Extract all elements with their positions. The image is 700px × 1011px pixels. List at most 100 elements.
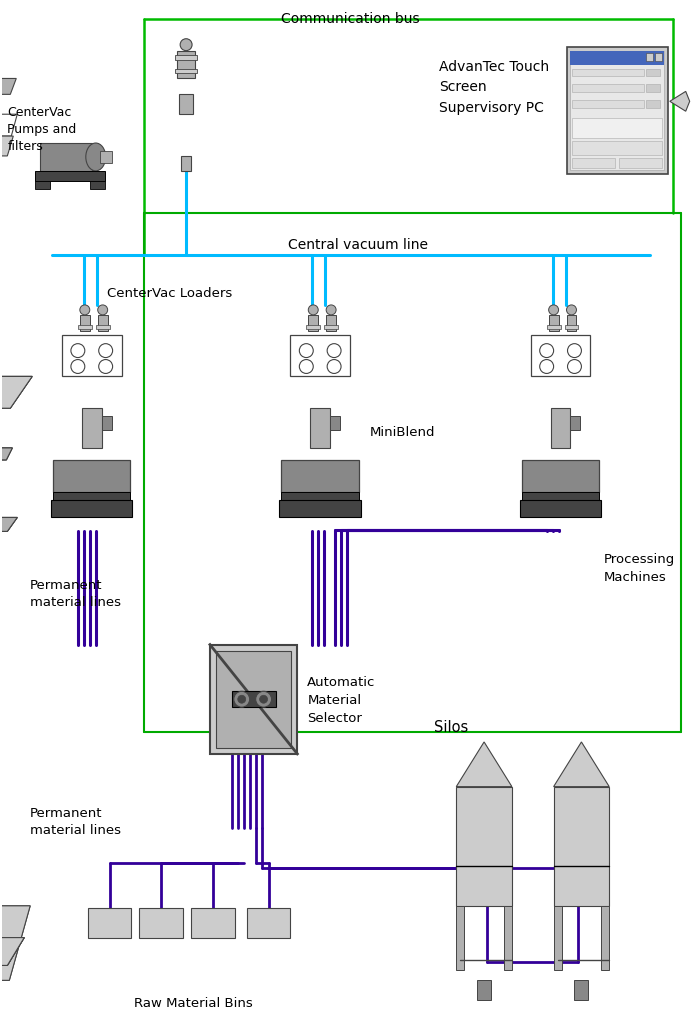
Bar	[522, 492, 599, 500]
Bar	[547, 326, 561, 330]
Bar	[80, 315, 90, 332]
Polygon shape	[0, 377, 32, 408]
Bar	[139, 908, 183, 937]
Polygon shape	[0, 937, 25, 966]
Bar	[281, 492, 359, 500]
Bar	[549, 315, 559, 332]
Bar	[35, 182, 50, 189]
Circle shape	[180, 39, 192, 52]
Bar	[281, 460, 359, 492]
Circle shape	[566, 305, 577, 315]
Text: Central vacuum line: Central vacuum line	[288, 239, 428, 252]
Bar	[531, 336, 590, 377]
Bar	[53, 492, 130, 500]
Bar	[99, 152, 111, 164]
Bar	[307, 326, 320, 330]
Circle shape	[256, 692, 272, 708]
Polygon shape	[0, 80, 16, 95]
Bar	[573, 142, 662, 156]
Bar	[175, 70, 197, 75]
Bar	[566, 315, 577, 332]
Bar	[88, 908, 132, 937]
Bar	[456, 906, 464, 971]
Bar	[620, 159, 662, 169]
Polygon shape	[0, 136, 13, 157]
Bar	[570, 52, 664, 66]
Text: MiniBlend: MiniBlend	[370, 426, 435, 438]
Text: CenterVac
Pumps and
filters: CenterVac Pumps and filters	[7, 105, 76, 153]
Polygon shape	[0, 937, 25, 966]
Bar	[573, 159, 615, 169]
Bar	[324, 326, 338, 330]
Bar	[35, 172, 105, 182]
Polygon shape	[0, 906, 30, 981]
Bar	[51, 500, 132, 518]
Polygon shape	[0, 518, 18, 532]
Circle shape	[98, 305, 108, 315]
Bar	[330, 417, 340, 431]
Circle shape	[80, 305, 90, 315]
Bar	[564, 326, 578, 330]
Circle shape	[308, 305, 318, 315]
Text: Raw Material Bins: Raw Material Bins	[134, 996, 253, 1009]
Polygon shape	[0, 377, 32, 408]
Circle shape	[549, 305, 559, 315]
Bar	[90, 182, 105, 189]
Bar	[40, 144, 92, 172]
Bar	[308, 315, 318, 332]
Bar	[177, 52, 195, 80]
Polygon shape	[554, 742, 609, 787]
Bar	[477, 981, 491, 1000]
Bar	[246, 908, 290, 937]
Text: Permanent
material lines: Permanent material lines	[30, 807, 121, 836]
Bar	[646, 85, 660, 93]
Bar	[96, 326, 110, 330]
Polygon shape	[670, 92, 690, 112]
Bar	[573, 70, 644, 78]
Bar	[456, 787, 512, 906]
Circle shape	[234, 692, 250, 708]
Bar	[655, 54, 662, 62]
Text: Permanent
material lines: Permanent material lines	[30, 578, 121, 609]
Bar	[573, 119, 662, 139]
Polygon shape	[0, 449, 13, 460]
Bar	[82, 408, 102, 449]
Bar	[566, 48, 668, 175]
Polygon shape	[0, 937, 25, 966]
Bar	[573, 101, 644, 109]
Polygon shape	[0, 937, 25, 966]
Polygon shape	[0, 377, 32, 408]
Text: CenterVac Loaders: CenterVac Loaders	[106, 287, 232, 299]
Bar	[646, 101, 660, 109]
Bar	[504, 906, 512, 971]
Bar	[551, 408, 570, 449]
Polygon shape	[0, 906, 30, 981]
Polygon shape	[0, 449, 13, 460]
Polygon shape	[0, 449, 13, 460]
Text: AdvanTec Touch
Screen
Supervisory PC: AdvanTec Touch Screen Supervisory PC	[440, 60, 550, 115]
Bar	[310, 408, 330, 449]
Bar	[279, 500, 361, 518]
Bar	[554, 906, 561, 971]
Bar	[181, 157, 191, 172]
Bar	[179, 95, 193, 115]
Bar	[554, 787, 609, 906]
Polygon shape	[456, 742, 512, 787]
Circle shape	[260, 696, 267, 704]
Circle shape	[238, 696, 246, 704]
Bar	[646, 54, 653, 62]
Bar	[78, 326, 92, 330]
Text: Automatic
Material
Selector: Automatic Material Selector	[307, 675, 376, 724]
Bar	[232, 692, 276, 708]
Ellipse shape	[86, 144, 106, 172]
Bar	[216, 651, 291, 748]
Polygon shape	[0, 518, 18, 532]
Bar	[570, 417, 580, 431]
Bar	[575, 981, 589, 1000]
Text: Silos: Silos	[435, 719, 469, 734]
Bar	[326, 315, 336, 332]
Text: Processing
Machines: Processing Machines	[603, 552, 675, 583]
Bar	[102, 417, 111, 431]
Text: Communication bus: Communication bus	[281, 12, 419, 26]
Bar	[191, 908, 235, 937]
